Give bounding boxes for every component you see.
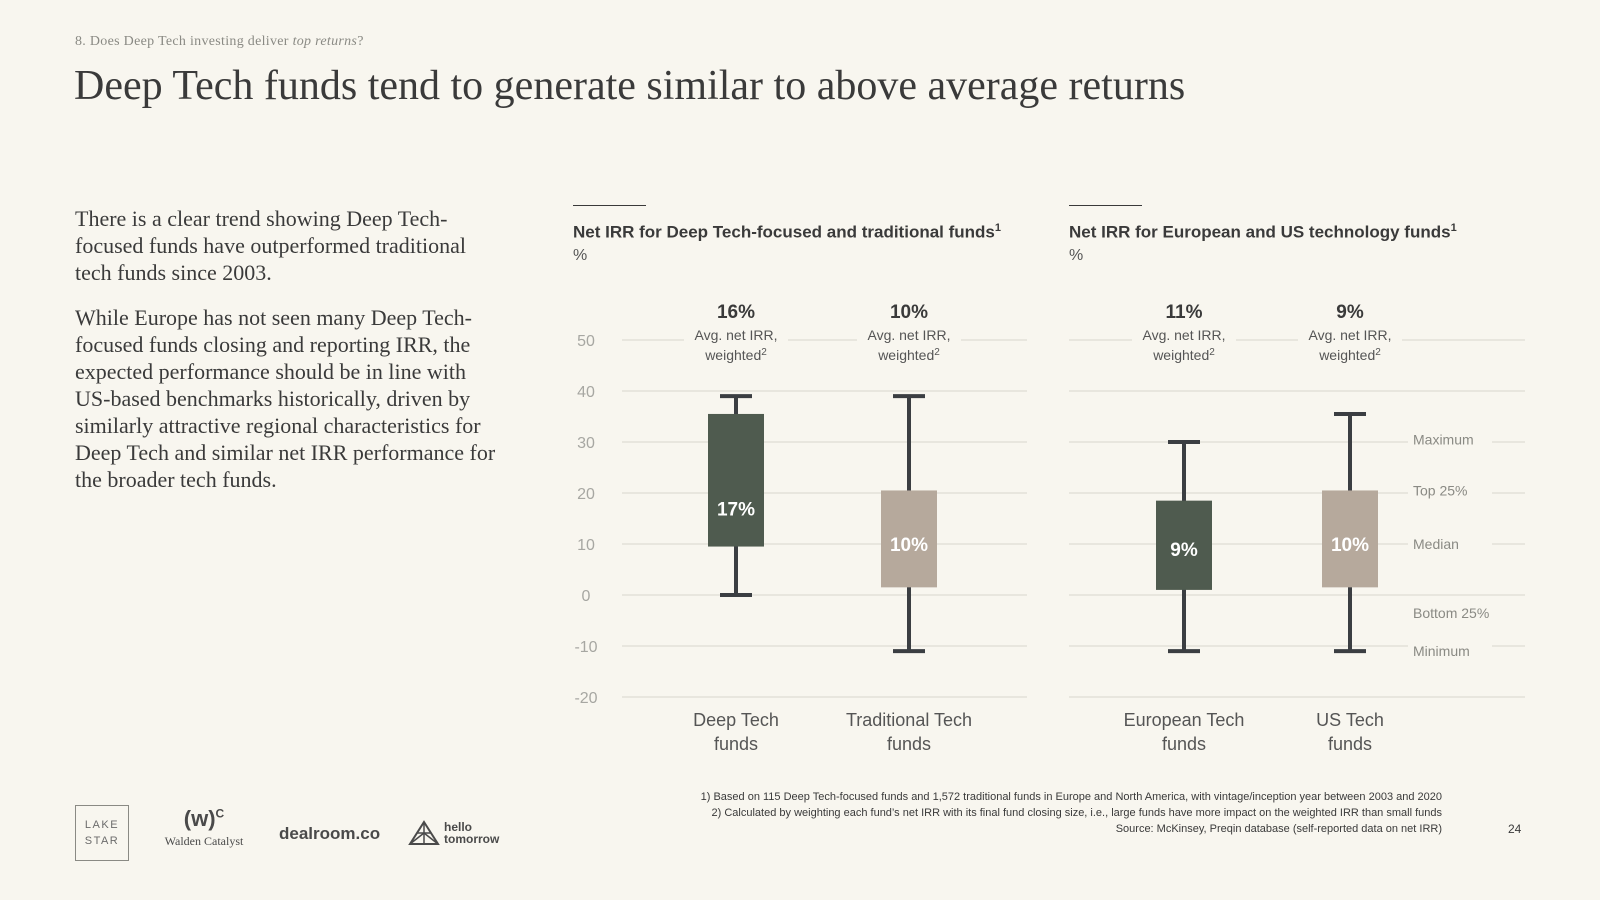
category-label-line2: funds — [1328, 734, 1372, 754]
category-label-line1: Traditional Tech — [846, 710, 972, 730]
page-number: 24 — [1508, 822, 1522, 836]
category-label-line2: funds — [714, 734, 758, 754]
y-tick-label: -10 — [574, 639, 597, 656]
section-kicker: 8. Does Deep Tech investing deliver top … — [75, 34, 364, 50]
legend-median-bg — [1408, 533, 1492, 553]
avg-caption-line2: weighted2 — [877, 347, 940, 363]
y-tick-label: 0 — [582, 588, 591, 605]
y-tick-label: 10 — [577, 537, 595, 554]
avg-caption-line1: Avg. net IRR, — [694, 327, 777, 343]
legend-bottom25: Bottom 25% — [1413, 605, 1489, 621]
y-tick-label: 20 — [577, 486, 595, 503]
chart2-unit: % — [1069, 247, 1084, 264]
avg-caption-line1: Avg. net IRR, — [867, 327, 950, 343]
median-value-label: 9% — [1170, 540, 1198, 561]
avg-caption-line2: weighted2 — [1152, 347, 1215, 363]
hello-tomorrow-logo: hello tomorrow — [408, 820, 499, 846]
category-label-line1: European Tech — [1124, 710, 1245, 730]
y-tick-label: -20 — [574, 690, 597, 707]
category-label-line1: US Tech — [1316, 710, 1384, 730]
footnote-1: 1) Based on 115 Deep Tech-focused funds … — [700, 791, 1442, 803]
avg-label-bg — [684, 323, 788, 369]
iqr-box — [708, 413, 764, 547]
avg-value-label: 9% — [1336, 302, 1364, 323]
legend-maximum-bg — [1408, 428, 1492, 449]
source-note: Source: McKinsey, Preqin database (self-… — [1115, 823, 1442, 835]
chart2-accent-rule — [1069, 205, 1142, 206]
lake-star-logo: LAKE STAR — [75, 805, 129, 861]
avg-caption-footnote: 2 — [1375, 347, 1381, 358]
legend-median: Median — [1413, 536, 1459, 552]
chart2-title-footnote: 1 — [1450, 222, 1457, 234]
body-paragraph-2: While Europe has not seen many Deep Tech… — [75, 305, 496, 492]
median-value-label: 10% — [890, 535, 928, 556]
walden-name: Walden Catalyst — [164, 834, 244, 848]
avg-caption-footnote: 2 — [761, 347, 767, 358]
iqr-box — [881, 490, 937, 588]
hello-tomorrow-line2: tomorrow — [444, 832, 500, 846]
avg-caption-line2: weighted2 — [704, 347, 767, 363]
hello-tomorrow-line1: hello — [444, 820, 473, 834]
avg-caption-line1: Avg. net IRR, — [1142, 327, 1225, 343]
avg-value-label: 11% — [1166, 302, 1203, 323]
kicker-emphasis: top returns — [292, 34, 358, 49]
avg-label-bg — [857, 323, 961, 369]
chart1-title-text: Net IRR for Deep Tech-focused and tradit… — [573, 222, 995, 242]
median-value-label: 10% — [1331, 535, 1369, 556]
avg-caption-footnote: 2 — [934, 347, 940, 358]
footnotes: 1) Based on 115 Deep Tech-focused funds … — [701, 789, 1442, 837]
iqr-box — [1322, 490, 1378, 588]
y-tick-label: 40 — [577, 384, 595, 401]
page-title: Deep Tech funds tend to generate similar… — [74, 63, 1186, 109]
avg-value-label: 16% — [717, 302, 755, 323]
lake-star-logo-line1: LAKE — [84, 819, 120, 831]
lake-star-logo-line2: STAR — [84, 835, 120, 847]
y-tick-label: 30 — [577, 435, 595, 452]
walden-mark-sup: C — [215, 806, 225, 821]
footnote-2: 2) Calculated by weighting each fund’s n… — [711, 807, 1442, 819]
iqr-box — [1156, 500, 1212, 590]
median-value-label: 17% — [717, 499, 755, 520]
walden-mark: (w) — [183, 806, 216, 831]
hello-tomorrow-icon — [408, 820, 440, 845]
chart1-title-footnote: 1 — [994, 222, 1002, 234]
y-tick-label: 50 — [577, 333, 595, 350]
legend-maximum: Maximum — [1413, 431, 1474, 447]
chart1-title: Net IRR for Deep Tech-focused and tradit… — [573, 222, 1001, 243]
avg-label-bg — [1132, 323, 1236, 369]
body-paragraph-1: There is a clear trend showing Deep Tech… — [75, 206, 466, 285]
legend-top25-bg — [1408, 479, 1492, 500]
chart2-title: Net IRR for European and US technology f… — [1069, 222, 1457, 243]
avg-caption-line1: Avg. net IRR, — [1308, 327, 1391, 343]
avg-caption-line2: weighted2 — [1318, 347, 1381, 363]
chart1-accent-rule — [573, 205, 646, 206]
avg-caption-footnote: 2 — [1209, 347, 1215, 358]
category-label-line2: funds — [887, 734, 931, 754]
dealroom-logo: dealroom.co — [279, 824, 381, 843]
legend-top25: Top 25% — [1413, 482, 1467, 498]
legend-bottom25-bg — [1408, 601, 1492, 622]
legend-minimum-bg — [1408, 640, 1492, 661]
avg-label-bg — [1298, 323, 1402, 369]
chart1-unit: % — [573, 247, 588, 264]
kicker-suffix: ? — [357, 34, 364, 49]
walden-catalyst-logo: (w)C Walden Catalyst — [158, 806, 250, 849]
kicker-text: 8. Does Deep Tech investing deliver — [75, 34, 293, 49]
chart2-title-text: Net IRR for European and US technology f… — [1069, 222, 1451, 242]
legend-minimum: Minimum — [1413, 643, 1470, 659]
avg-value-label: 10% — [890, 302, 928, 323]
category-label-line2: funds — [1162, 734, 1206, 754]
category-label-line1: Deep Tech — [693, 710, 779, 730]
